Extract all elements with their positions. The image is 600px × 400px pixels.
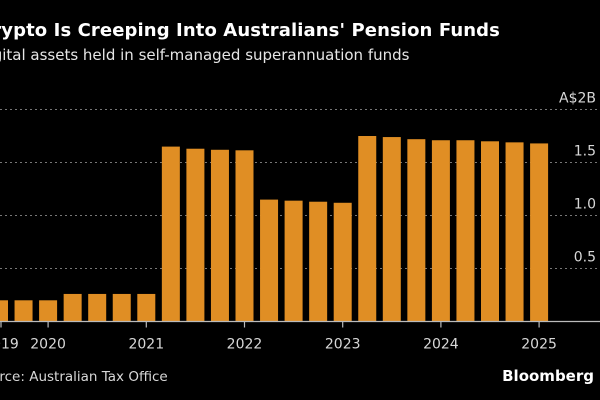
bar [210,149,229,322]
y-tick-label: A$2B [559,91,596,107]
chart-title: Crypto Is Creeping Into Australians' Pen… [0,20,500,41]
bar [284,200,303,322]
bar [382,137,401,322]
x-tick-label: 2019 [0,337,19,353]
bar [235,150,254,322]
bar [456,140,475,322]
bar [333,202,352,322]
bar [112,293,131,322]
x-tick-label: 2020 [30,337,66,353]
y-tick-label: 1.5 [574,144,596,160]
y-tick-label: 0.5 [574,250,596,266]
bar [137,293,156,322]
chart-subtitle: Digital assets held in self-managed supe… [0,46,410,64]
x-tick-label: 2021 [128,337,164,353]
bar [481,141,499,322]
bloomberg-logo: Bloomberg [502,367,594,385]
bar [63,293,82,322]
bar [309,201,328,322]
source-note: Source: Australian Tax Office [0,369,168,385]
x-tick-label: 2024 [423,337,459,353]
bar [260,199,279,322]
bar [0,300,8,322]
bar [431,140,450,322]
bar [14,300,33,322]
bar [186,148,205,322]
x-tick-label: 2023 [325,337,361,353]
y-tick-label: 1.0 [574,197,596,213]
bar [39,300,58,322]
x-tick-label: 2025 [521,337,557,353]
x-tick-label: 2022 [227,337,263,353]
bar [530,143,549,322]
bar [407,139,426,322]
bar [88,293,107,322]
bar [358,136,377,322]
bar [161,146,180,322]
bar [505,142,524,322]
